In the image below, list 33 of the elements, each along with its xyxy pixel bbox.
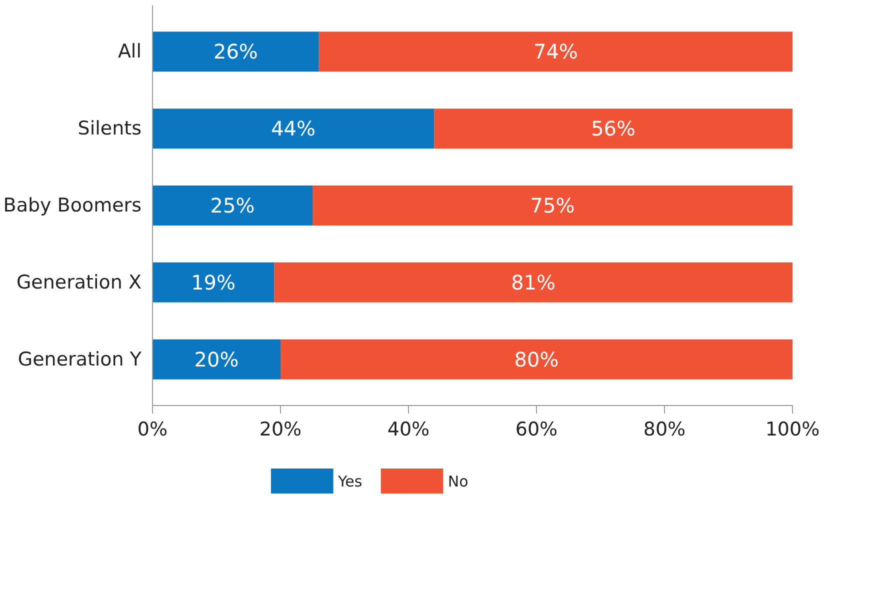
bar: [280, 339, 792, 380]
bar: [312, 186, 792, 226]
data-label: 80%: [514, 347, 559, 372]
legend-label: No: [448, 472, 468, 490]
bar: [152, 339, 280, 380]
x-tick-label: 20%: [259, 418, 302, 440]
x-tick-label: 0%: [137, 418, 168, 440]
y-tick-label: Baby Boomers: [3, 194, 142, 216]
data-label: 74%: [533, 40, 578, 64]
data-label: 26%: [213, 40, 258, 64]
data-label: 75%: [530, 194, 575, 218]
data-label: 81%: [511, 270, 556, 294]
data-label: 44%: [271, 116, 316, 141]
y-tick-label: All: [118, 40, 142, 63]
bar: [152, 186, 312, 226]
bar: [152, 108, 434, 149]
y-tick-label: Generation Y: [18, 348, 142, 370]
y-tick-label: Generation X: [16, 271, 142, 294]
bar: [274, 262, 792, 302]
data-label: 20%: [194, 347, 239, 372]
x-tick-label: 100%: [765, 418, 820, 440]
x-tick-label: 80%: [643, 418, 686, 440]
x-tick-label: 60%: [515, 418, 558, 440]
data-label: 25%: [210, 194, 255, 218]
y-tick-label: Silents: [78, 118, 142, 140]
legend-label: Yes: [336, 472, 362, 490]
bar: [152, 262, 274, 302]
bar: [318, 32, 792, 72]
bar: [434, 108, 792, 149]
data-label: 19%: [191, 270, 236, 294]
bar: [152, 32, 319, 72]
x-tick-label: 40%: [387, 418, 430, 440]
data-label: 56%: [591, 116, 636, 141]
